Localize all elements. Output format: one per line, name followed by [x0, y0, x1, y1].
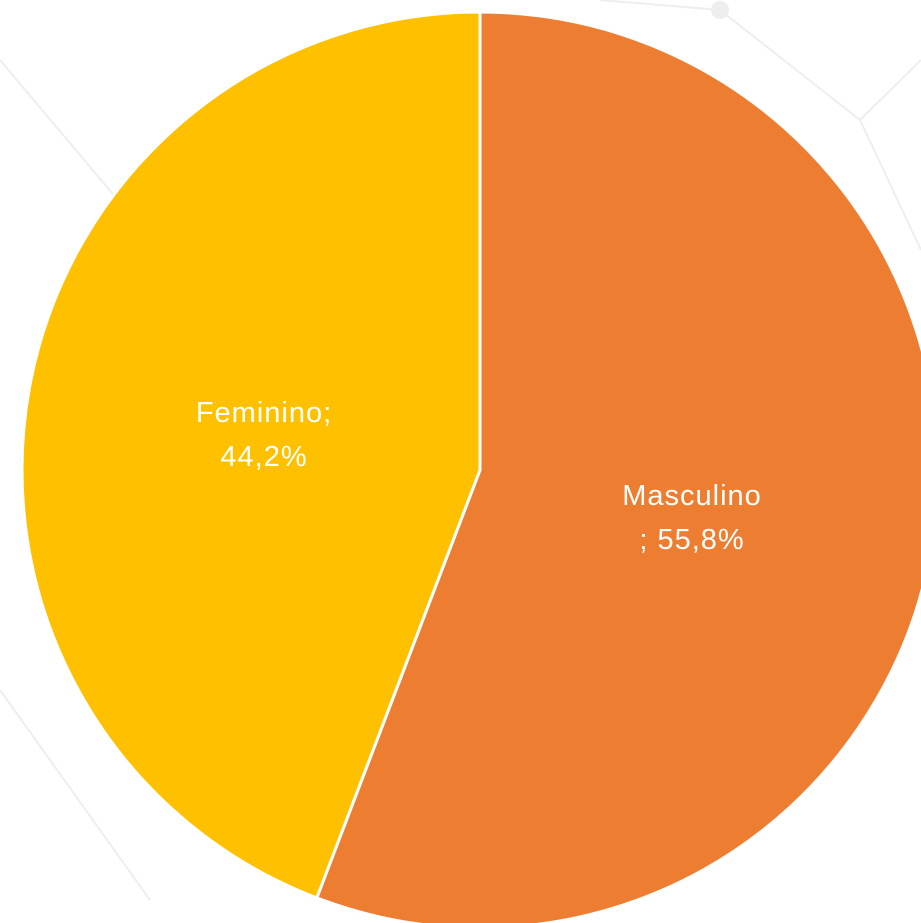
pie-slice-feminino	[20, 10, 482, 900]
pie-slice-masculino	[315, 10, 921, 923]
pie-data-labels: Masculino ; 55,8% Feminino; 44,2%	[196, 397, 762, 556]
pie-slices	[20, 10, 921, 923]
data-label-line: Masculino	[622, 480, 762, 512]
data-label-feminino: Feminino; 44,2%	[196, 397, 332, 473]
data-label-line: ; 55,8%	[639, 524, 744, 556]
data-label-line: 44,2%	[220, 441, 307, 473]
data-label-masculino: Masculino ; 55,8%	[622, 480, 762, 556]
data-label-line: Feminino;	[196, 397, 332, 429]
